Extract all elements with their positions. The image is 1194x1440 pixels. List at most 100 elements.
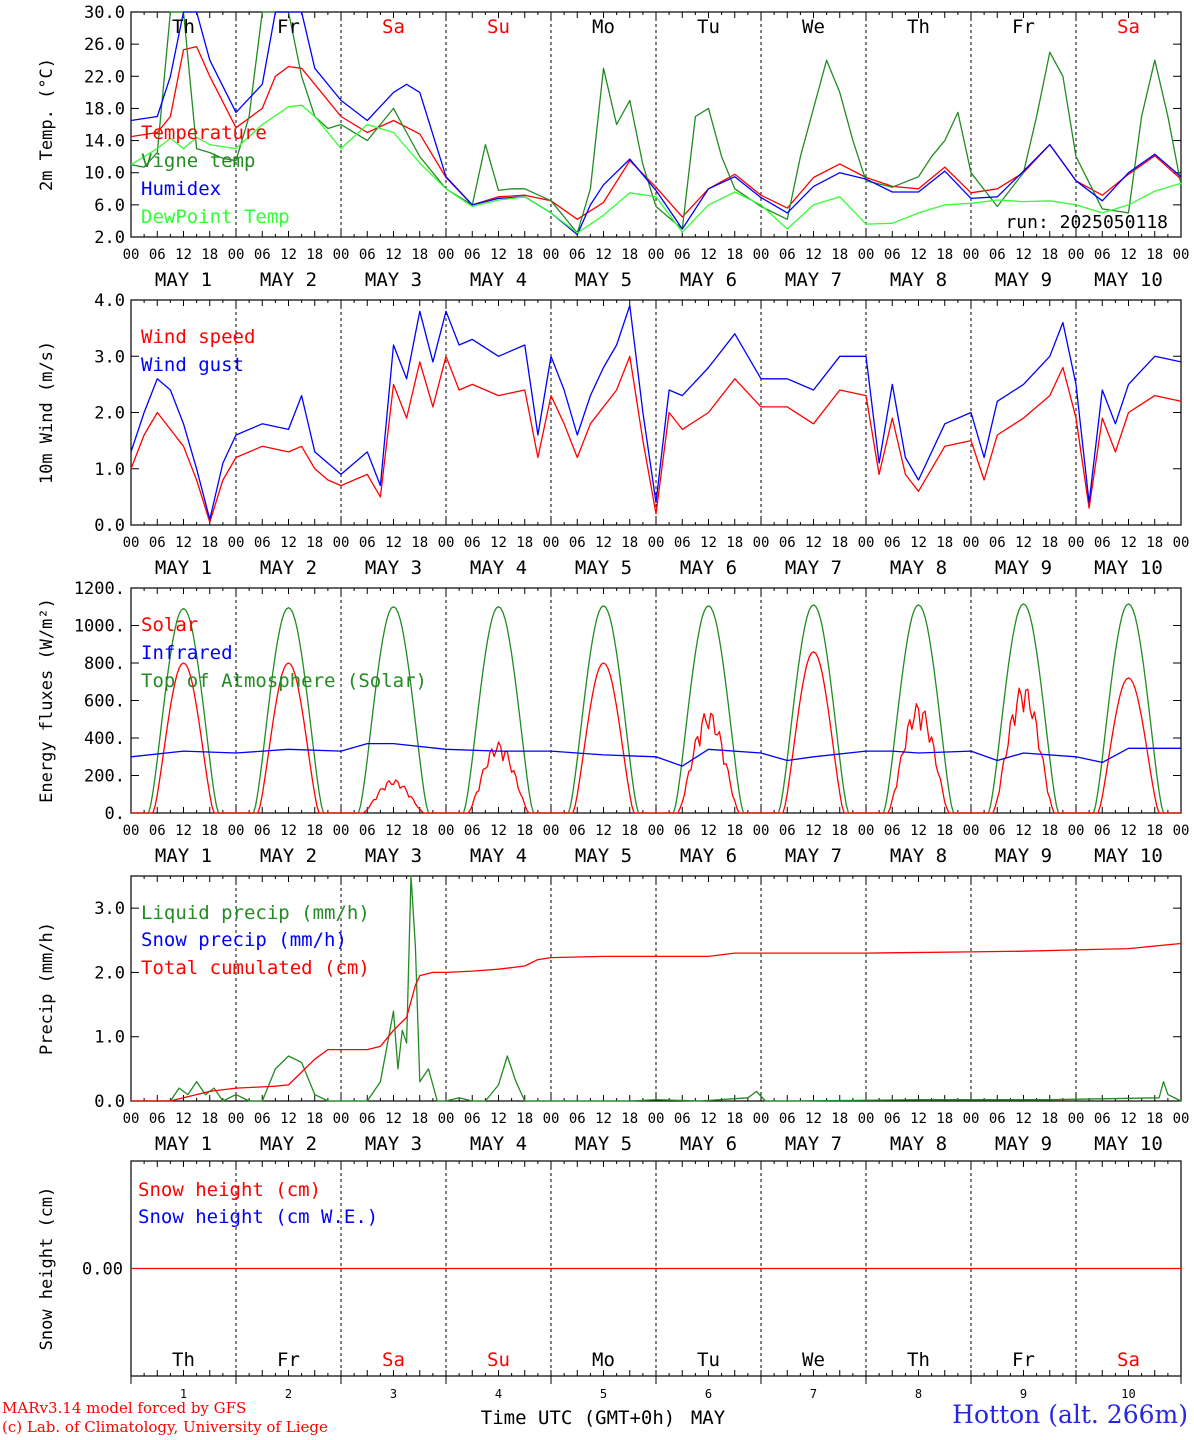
date-label: MAY 4 bbox=[470, 269, 527, 291]
hour-tick-label: 00 bbox=[123, 535, 140, 551]
hour-tick-label: 12 bbox=[805, 1111, 822, 1127]
hour-tick-label: 00 bbox=[858, 247, 875, 263]
hour-tick-label: 06 bbox=[149, 247, 166, 263]
day-number: 7 bbox=[810, 1387, 817, 1401]
hour-tick-label: 12 bbox=[385, 823, 402, 839]
hour-tick-label: 18 bbox=[936, 535, 953, 551]
station-name: Hotton (alt. 266m) bbox=[952, 1400, 1188, 1429]
hour-tick-label: 06 bbox=[464, 247, 481, 263]
hour-tick-label: 12 bbox=[280, 823, 297, 839]
hour-tick-label: 12 bbox=[175, 823, 192, 839]
y-tick-label: 10.0 bbox=[84, 164, 125, 184]
hour-tick-label: 18 bbox=[516, 535, 533, 551]
date-label: MAY 1 bbox=[155, 557, 212, 579]
y-tick-label: 0.00 bbox=[82, 1260, 123, 1280]
hour-tick-label: 00 bbox=[228, 247, 245, 263]
hour-tick-label: 12 bbox=[700, 1111, 717, 1127]
hour-tick-label: 00 bbox=[963, 823, 980, 839]
y-tick-label: 1.0 bbox=[94, 1028, 125, 1048]
y-tick-label: 2.0 bbox=[94, 404, 125, 424]
hour-tick-label: 00 bbox=[333, 535, 350, 551]
date-label: MAY 2 bbox=[260, 557, 317, 579]
hour-tick-label: 00 bbox=[753, 247, 770, 263]
hour-tick-label: 18 bbox=[516, 247, 533, 263]
hour-tick-label: 12 bbox=[805, 247, 822, 263]
hour-tick-label: 18 bbox=[1146, 1111, 1163, 1127]
hour-tick-label: 06 bbox=[1094, 823, 1111, 839]
hour-tick-label: 18 bbox=[831, 247, 848, 263]
hour-tick-label: 00 bbox=[333, 823, 350, 839]
weekday-label: Fr bbox=[1012, 1349, 1035, 1371]
date-label: MAY 1 bbox=[155, 269, 212, 291]
hour-tick-label: 00 bbox=[858, 535, 875, 551]
hour-tick-label: 06 bbox=[254, 823, 271, 839]
hour-tick-label: 18 bbox=[201, 1111, 218, 1127]
weekday-label: Sa bbox=[382, 16, 405, 38]
series-wind-speed bbox=[130, 355, 1182, 523]
hour-tick-label: 06 bbox=[779, 823, 796, 839]
hour-tick-label: 06 bbox=[254, 247, 271, 263]
panel-3: 0. 200. 400. 600. 800. 1000. 1200. Energy fluxe… bbox=[37, 579, 1189, 867]
hour-tick-label: 18 bbox=[1041, 247, 1058, 263]
series-wind-gust bbox=[130, 304, 1182, 521]
hour-tick-label: 06 bbox=[989, 247, 1006, 263]
hour-tick-label: 06 bbox=[569, 1111, 586, 1127]
date-label: MAY 4 bbox=[470, 1133, 527, 1155]
panel-2: 0.0 1.0 2.0 3.0 4.0 10m Wind (m/s) Wind speed W… bbox=[37, 291, 1189, 579]
hour-tick-label: 00 bbox=[858, 823, 875, 839]
date-label: MAY 8 bbox=[890, 269, 947, 291]
day-number: 8 bbox=[915, 1387, 922, 1401]
y-tick-label: 26.0 bbox=[84, 35, 125, 55]
hour-tick-label: 12 bbox=[700, 823, 717, 839]
hour-tick-label: 00 bbox=[123, 247, 140, 263]
hour-tick-label: 00 bbox=[543, 1111, 560, 1127]
panel-4: 0.0 1.0 2.0 3.0 Precip (mm/h) Liquid precip (… bbox=[37, 875, 1190, 1155]
date-label: MAY 6 bbox=[680, 845, 737, 867]
hour-tick-label: 18 bbox=[726, 1111, 743, 1127]
y-axis-label: 10m Wind (m/s) bbox=[37, 341, 57, 484]
hour-tick-label: 06 bbox=[254, 1111, 271, 1127]
date-label: MAY 1 bbox=[155, 845, 212, 867]
date-label: MAY 6 bbox=[680, 1133, 737, 1155]
day-number: 3 bbox=[390, 1387, 397, 1401]
hour-tick-label: 00 bbox=[1068, 823, 1085, 839]
date-label: MAY 6 bbox=[680, 269, 737, 291]
hour-tick-label: 06 bbox=[989, 1111, 1006, 1127]
hour-tick-label: 00 bbox=[753, 535, 770, 551]
hour-tick-label: 12 bbox=[1015, 823, 1032, 839]
date-label: MAY 4 bbox=[470, 845, 527, 867]
date-label: MAY 3 bbox=[365, 1133, 422, 1155]
hour-tick-label: 00 bbox=[1173, 535, 1190, 551]
hour-tick-label: 00 bbox=[1173, 1111, 1190, 1127]
legend-entry: Infrared bbox=[141, 642, 233, 664]
hour-tick-label: 12 bbox=[1015, 247, 1032, 263]
hour-tick-label: 00 bbox=[648, 823, 665, 839]
series-total-cumulated-cm- bbox=[131, 942, 1182, 1102]
hour-tick-label: 12 bbox=[175, 247, 192, 263]
hour-tick-label: 18 bbox=[621, 823, 638, 839]
legend-entry: Temperature bbox=[141, 122, 267, 144]
weekday-label: Th bbox=[172, 16, 195, 38]
legend-entry: Snow height (cm W.E.) bbox=[138, 1206, 378, 1228]
hour-tick-label: 06 bbox=[989, 535, 1006, 551]
weekday-label: Fr bbox=[277, 1349, 300, 1371]
hour-tick-label: 00 bbox=[438, 247, 455, 263]
x-axis-month: MAY bbox=[691, 1407, 726, 1429]
hour-tick-label: 00 bbox=[648, 1111, 665, 1127]
hour-tick-label: 00 bbox=[543, 823, 560, 839]
hour-tick-label: 00 bbox=[648, 535, 665, 551]
series-temperature bbox=[130, 45, 1182, 220]
hour-tick-label: 00 bbox=[1173, 247, 1190, 263]
hour-tick-label: 18 bbox=[411, 823, 428, 839]
day-number: 6 bbox=[705, 1387, 712, 1401]
weekday-label: Th bbox=[172, 1349, 195, 1371]
y-tick-label: 6.0 bbox=[94, 196, 125, 216]
hour-tick-label: 06 bbox=[569, 823, 586, 839]
weekday-label: We bbox=[802, 1349, 825, 1371]
y-tick-label: 400. bbox=[84, 729, 125, 749]
hour-tick-label: 00 bbox=[123, 1111, 140, 1127]
hour-tick-label: 12 bbox=[490, 1111, 507, 1127]
date-label: MAY 5 bbox=[575, 269, 632, 291]
date-label: MAY 1 bbox=[155, 1133, 212, 1155]
hour-tick-label: 00 bbox=[333, 247, 350, 263]
